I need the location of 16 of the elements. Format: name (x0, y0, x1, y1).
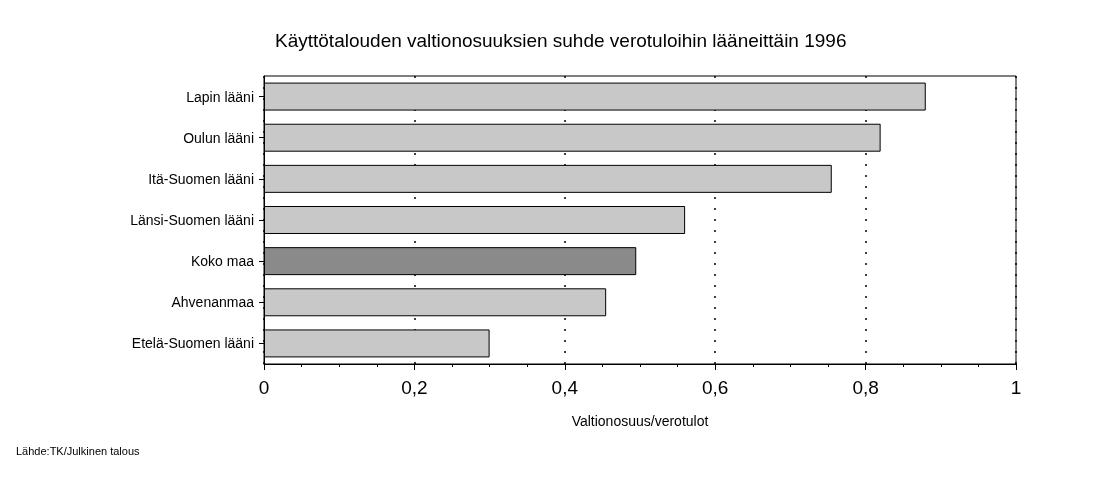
x-tick-label: 0,4 (551, 377, 579, 398)
x-tick-label: 0,8 (852, 377, 879, 398)
chart-title: Käyttötalouden valtionosuuksien suhde verotuloihin lääneittäin 1996 (275, 30, 847, 51)
y-tick-label: Oulun lääni (183, 129, 254, 146)
x-tick-label: 0,2 (401, 377, 428, 398)
y-tick-label: Ahvenanmaa (171, 294, 255, 311)
x-tick-label: 0 (258, 377, 270, 398)
x-tick-label: 1 (1010, 377, 1022, 398)
y-tick-label: Itä-Suomen lääni (148, 170, 254, 187)
y-tick-label: Lapin lääni (186, 88, 254, 105)
y-tick-label: Länsi-Suomen lääni (130, 212, 254, 228)
x-tick-label: 0,6 (701, 377, 729, 398)
text: Lähde:TK/Julkinen talous (16, 444, 141, 457)
y-tick-label: Koko maa (190, 253, 255, 270)
x-axis-title: Valtionosuus/verotulot (571, 413, 709, 429)
y-tick-label: Etelä-Suomen lääni (131, 335, 254, 352)
